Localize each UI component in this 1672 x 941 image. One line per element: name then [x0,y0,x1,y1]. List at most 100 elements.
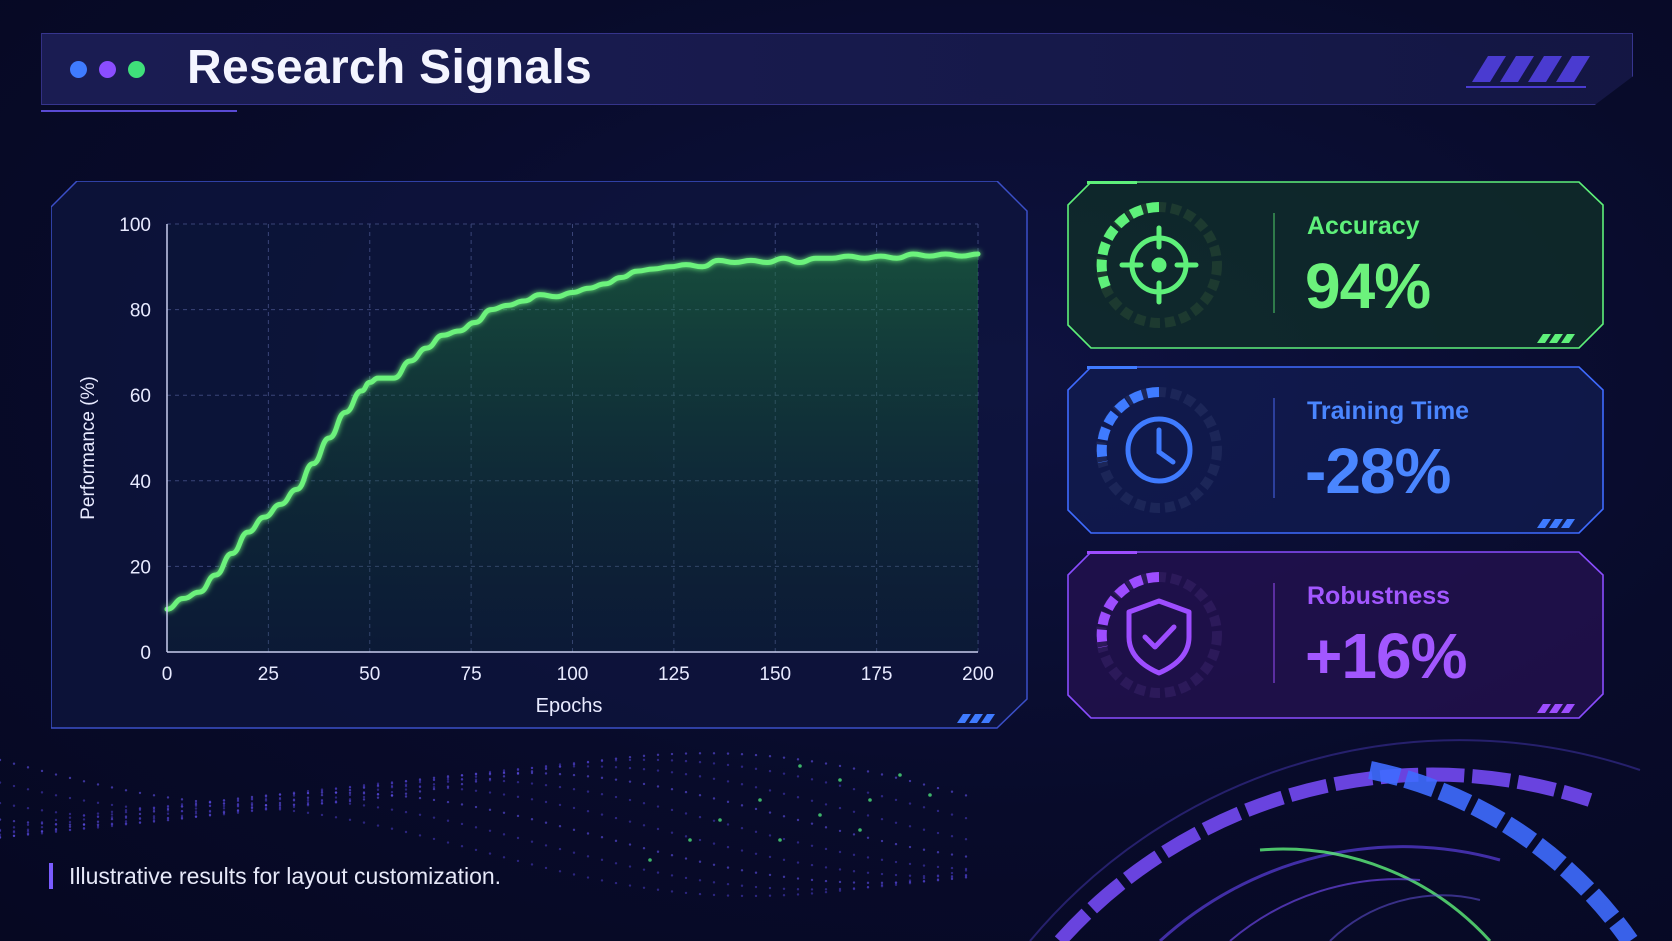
wave-dot [40,821,44,824]
wave-dot [208,804,212,807]
wave-dot [684,891,688,895]
wave-dot [530,782,534,785]
wave-dot [544,767,548,771]
wave-dot [12,804,16,807]
wave-dot [642,802,646,805]
wave-dot [558,772,562,776]
wave-dot [362,795,366,799]
wave-dot [936,831,940,835]
card-label: Accuracy [1307,212,1420,240]
wave-dot [460,774,464,777]
wave-dot [572,761,576,765]
wave-dot [152,819,156,822]
wave-dot [628,843,632,846]
wave-dot [684,759,688,763]
wave-dot [152,794,156,797]
wave-dot [96,801,100,805]
wave-dot [124,810,128,814]
wave-dot [894,881,898,885]
y-axis-label: Performance (%) [78,376,99,520]
wave-dot [796,796,800,799]
wave-dot [866,881,870,885]
wave-dot [278,807,282,810]
wave-dot [670,808,674,812]
wave-dot [726,894,730,897]
wave-dot [54,828,58,831]
wave-dot [82,814,86,817]
wave-dot [166,812,170,815]
wave-dot [166,816,170,820]
wave-dot [586,790,590,793]
wave-dot [404,795,408,798]
wave-dot [768,873,772,877]
wave-dot [894,860,898,864]
wave-dot [208,801,212,804]
wave-dot [600,759,604,763]
wave-dot [180,816,184,819]
wave-dot [866,836,870,839]
wave-dot [782,837,786,841]
wave-dot [796,861,800,864]
wave-dot [810,778,814,781]
wave-dot [222,802,226,805]
x-axis-label: Epochs [536,695,603,717]
wave-dot [586,810,590,813]
wave-dot [880,817,884,821]
wave-dot [264,808,268,811]
wave-dot [124,816,128,820]
wave-dot [12,784,16,788]
wave-dot [82,827,86,830]
wave-dot [558,763,562,766]
wave-dot [110,816,114,819]
wave-dot [880,885,884,888]
wave-dot [320,789,324,793]
x-tick-label: 25 [258,664,279,685]
wave-dot [544,783,548,787]
wave-dot [950,813,954,816]
wave-dot [236,809,240,813]
card-divider [1273,398,1275,498]
green-sparkle [758,798,762,802]
wave-dot [362,798,366,801]
wave-dot [320,788,324,791]
wave-dot [278,793,282,796]
ring-gauge [1096,387,1222,513]
wave-dot [922,874,926,878]
wave-dot [488,779,492,782]
arc-decoration [1029,739,1641,941]
wave-dot [600,813,604,816]
wave-dot [474,773,478,776]
wave-dot [502,811,506,815]
wave-dot [488,772,492,775]
wave-dot [54,823,58,826]
wave-dot [600,793,604,796]
wave-dot [96,820,100,823]
wave-dot [558,870,562,873]
wave-dot [754,830,758,834]
wave-dot [12,826,16,829]
wave-dot [628,884,632,887]
wave-dot [264,807,268,811]
wave-dot [936,865,940,869]
wave-dot [586,855,590,858]
wave-dot [348,786,352,789]
wave-dot [670,890,674,893]
card-label: Training Time [1307,397,1470,425]
wave-dot [740,849,744,852]
wave-dot [866,814,870,817]
wave-dot [306,803,310,806]
wave-dot [950,874,954,878]
wave-dot [460,822,464,826]
wave-dot [264,799,268,802]
wave-dot [782,772,786,775]
card-label: Robustness [1307,582,1451,610]
wave-dot [0,836,2,839]
wave-dot [530,766,534,770]
wave-dot [698,775,702,778]
wave-dot [908,802,912,805]
wave-dot [600,879,604,882]
green-sparkle [838,778,842,782]
wave-dot [348,798,352,801]
wave-dot [782,792,786,795]
wave-dot [922,806,926,809]
